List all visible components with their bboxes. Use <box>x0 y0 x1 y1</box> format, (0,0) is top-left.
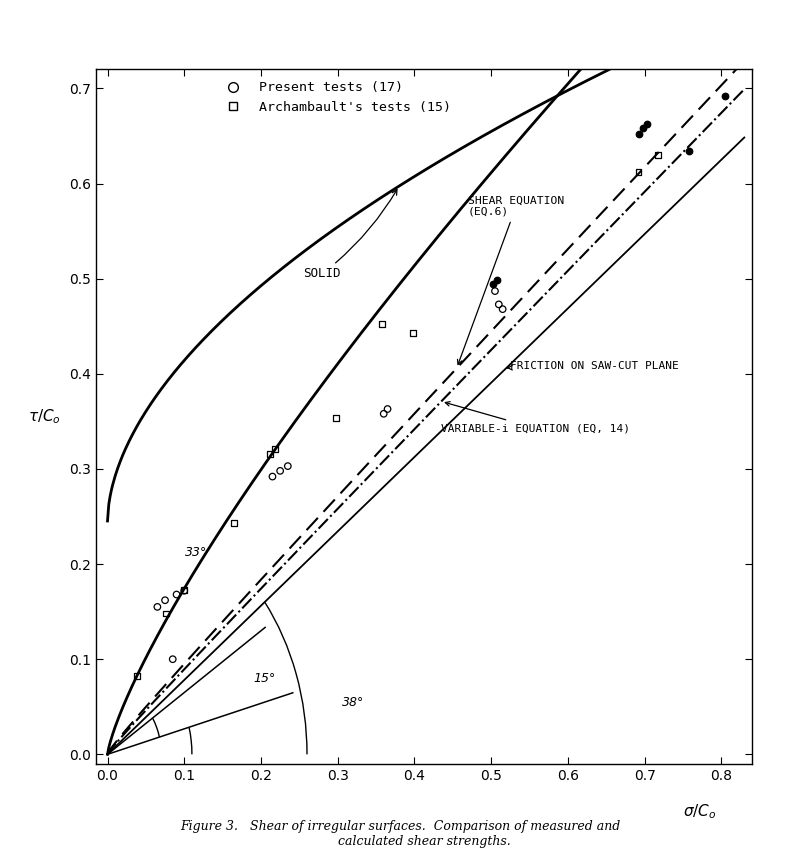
Point <box>268 442 281 456</box>
Point <box>489 284 502 298</box>
Point <box>264 447 277 461</box>
Point <box>633 128 646 141</box>
Point <box>641 116 654 130</box>
Text: Figure 3.   Shear of irregular surfaces.  Comparison of measured and
           : Figure 3. Shear of irregular surfaces. C… <box>180 820 620 848</box>
Y-axis label: $\tau/C_o$: $\tau/C_o$ <box>28 407 61 426</box>
Legend: Present tests (17), Archambault's tests (15): Present tests (17), Archambault's tests … <box>214 76 456 119</box>
X-axis label: $\sigma/C_o$: $\sigma/C_o$ <box>682 802 716 821</box>
Point <box>493 298 506 312</box>
Point <box>178 582 190 596</box>
Point <box>151 600 164 614</box>
Point <box>378 407 390 421</box>
Point <box>274 464 286 477</box>
Point <box>637 122 650 135</box>
Text: 15°: 15° <box>254 672 275 685</box>
Point <box>228 516 241 530</box>
Text: SHEAR EQUATION
(EQ.6): SHEAR EQUATION (EQ.6) <box>458 195 564 365</box>
Text: FRICTION ON SAW-CUT PLANE: FRICTION ON SAW-CUT PLANE <box>507 361 679 372</box>
Point <box>632 165 645 179</box>
Point <box>130 669 143 683</box>
Point <box>170 588 183 602</box>
Point <box>158 594 171 608</box>
Text: 33°: 33° <box>185 546 207 559</box>
Point <box>376 318 389 332</box>
Point <box>682 144 695 158</box>
Point <box>381 402 394 416</box>
Text: 38°: 38° <box>342 695 364 708</box>
Point <box>496 302 509 316</box>
Point <box>652 148 665 162</box>
Point <box>491 273 504 286</box>
Point <box>159 607 172 621</box>
Point <box>406 326 419 340</box>
Point <box>166 652 179 666</box>
Point <box>266 470 279 483</box>
Point <box>718 89 731 103</box>
Text: VARIABLE-i EQUATION (EQ, 14): VARIABLE-i EQUATION (EQ, 14) <box>442 402 630 433</box>
Text: SOLID: SOLID <box>303 190 397 280</box>
Point <box>486 278 499 292</box>
Point <box>282 459 294 473</box>
Point <box>330 411 342 424</box>
Point <box>178 584 190 598</box>
